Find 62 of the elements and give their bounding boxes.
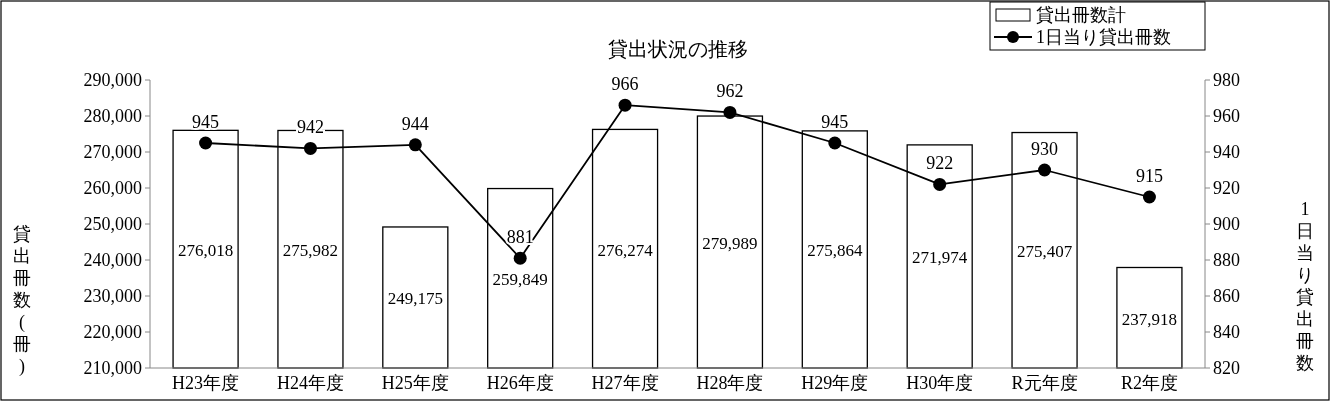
y-tick-label: 250,000 — [83, 214, 142, 234]
y2-tick-label: 920 — [1213, 178, 1240, 198]
x-tick-label: H26年度 — [486, 373, 554, 393]
point — [513, 251, 527, 265]
point — [723, 105, 737, 119]
point — [408, 138, 422, 152]
data-label: 275,982 — [282, 241, 339, 261]
data-label: 962 — [716, 81, 744, 102]
y-tick-label: 270,000 — [83, 142, 142, 162]
x-tick-label: R元年度 — [1011, 373, 1078, 393]
point — [618, 98, 632, 112]
y2-tick-label: 820 — [1213, 358, 1240, 378]
data-label: 249,175 — [387, 289, 443, 309]
data-label: 881 — [506, 227, 534, 248]
y-tick-label: 230,000 — [83, 286, 142, 306]
y-tick-label: 220,000 — [83, 322, 142, 342]
data-label: 966 — [611, 74, 639, 95]
y2-axis-title: 1日当り貸出冊数 — [1296, 199, 1314, 373]
legend-label: 貸出冊数計 — [1036, 5, 1126, 25]
y-tick-label: 240,000 — [83, 250, 142, 270]
data-label: 279,989 — [702, 234, 758, 254]
data-label: 944 — [401, 113, 429, 134]
point — [303, 141, 317, 155]
x-tick-label: H29年度 — [801, 373, 869, 393]
data-label: 930 — [1031, 139, 1059, 159]
point — [828, 136, 842, 150]
point — [1142, 190, 1156, 204]
y-tick-label: 210,000 — [83, 358, 142, 378]
point — [1038, 163, 1052, 177]
data-label: 945 — [192, 112, 220, 132]
data-label: 259,849 — [492, 270, 548, 290]
x-tick-label: H28年度 — [696, 373, 764, 393]
y-tick-label: 280,000 — [83, 106, 142, 126]
y2-tick-label: 900 — [1213, 214, 1240, 234]
data-label: 276,018 — [177, 241, 234, 261]
y2-tick-label: 840 — [1213, 322, 1240, 342]
data-label: 275,864 — [807, 241, 863, 261]
x-tick-label: H25年度 — [381, 373, 449, 393]
y2-tick-label: 960 — [1213, 106, 1240, 126]
data-label: 237,918 — [1121, 309, 1178, 329]
point — [933, 177, 947, 191]
data-label: 922 — [926, 153, 954, 174]
data-label: 275,407 — [1016, 242, 1073, 262]
y2-tick-label: 880 — [1213, 250, 1240, 270]
y2-tick-label: 860 — [1213, 286, 1240, 306]
x-tick-label: H23年度 — [172, 373, 240, 393]
x-tick-label: H24年度 — [276, 373, 344, 393]
x-tick-label: R2年度 — [1120, 373, 1178, 393]
data-label: 945 — [821, 112, 849, 132]
x-tick-label: H27年度 — [591, 373, 659, 393]
legend-label: 1日当り貸出冊数 — [1036, 27, 1171, 47]
data-label: 271,974 — [912, 248, 968, 268]
data-label: 915 — [1135, 166, 1163, 186]
y-tick-label: 290,000 — [83, 70, 142, 90]
point — [199, 136, 213, 150]
data-label: 276,274 — [597, 240, 654, 260]
y-axis-title: 貸出冊数(冊) — [13, 224, 31, 377]
chart-title: 貸出状況の推移 — [607, 38, 748, 60]
y-tick-label: 260,000 — [83, 178, 142, 198]
x-tick-label: H30年度 — [906, 373, 974, 393]
y2-tick-label: 940 — [1213, 142, 1240, 162]
y2-tick-label: 980 — [1213, 70, 1240, 90]
